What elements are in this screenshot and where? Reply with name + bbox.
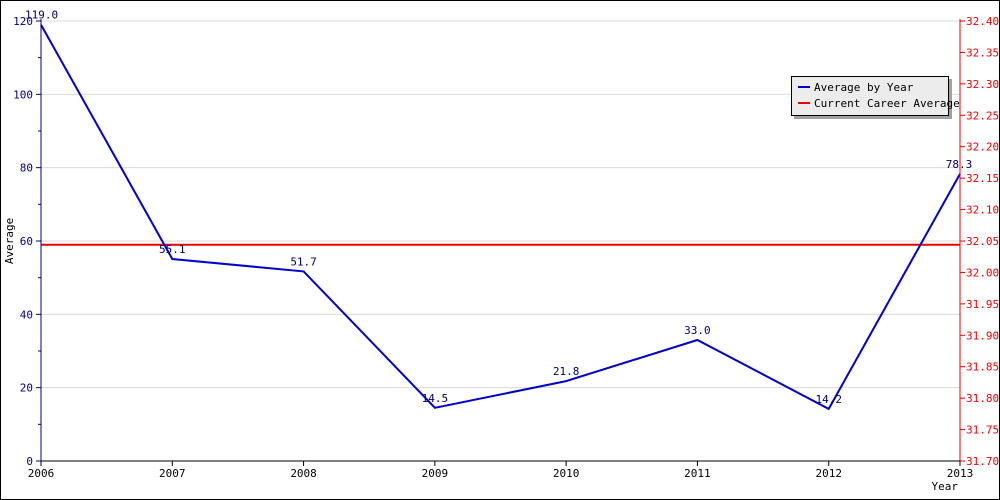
x-axis-title: Year: [932, 480, 959, 493]
x-tick-label-6: 2012: [815, 467, 842, 480]
data-label-2008: 51.7: [290, 255, 317, 268]
data-label-2012: 14.2: [815, 393, 842, 406]
average-series-layer: [40, 24, 961, 411]
left-tick-label-4: 80: [20, 162, 33, 175]
right-tick-label-8: 32.10: [966, 204, 999, 217]
x-tick-label-0: 2006: [28, 467, 55, 480]
right-tick-label-10: 32.20: [966, 141, 999, 154]
right-tick-label-12: 32.30: [966, 78, 999, 91]
right-tick-label-0: 31.70: [966, 455, 999, 468]
x-tick-label-1: 2007: [159, 467, 186, 480]
axes-layer: 0 20 40 60 80 100 120 31.70 31.75 31.80 31.85 31.90…: [13, 15, 999, 480]
data-label-2013: 78.3: [946, 158, 973, 171]
x-tick-label-7: 2013: [947, 467, 974, 480]
right-tick-label-2: 31.80: [966, 392, 999, 405]
left-tick-label-1: 20: [20, 382, 33, 395]
left-tick-label-3: 60: [20, 235, 33, 248]
legend-swatch-blue: [798, 86, 810, 88]
left-tick-label-6: 120: [13, 15, 33, 28]
data-label-2009: 14.5: [422, 392, 449, 405]
data-label-2011: 33.0: [684, 324, 711, 337]
right-tick-label-5: 31.95: [966, 298, 999, 311]
legend-label-current-career-average: Current Career Average: [814, 97, 960, 110]
right-tick-label-13: 32.35: [966, 46, 999, 59]
right-tick-label-1: 31.75: [966, 424, 999, 437]
x-tick-label-5: 2011: [684, 467, 711, 480]
data-label-2006: 119.0: [25, 9, 58, 22]
legend-item-current-career-average: Current Career Average: [798, 96, 960, 112]
average-by-year-line: [40, 24, 961, 411]
legend-label-average-by-year: Average by Year: [814, 81, 914, 94]
legend-item-average-by-year: Average by Year: [798, 80, 913, 96]
data-label-2007: 55.1: [159, 243, 186, 256]
right-tick-label-14: 32.40: [966, 15, 999, 28]
left-tick-label-0: 0: [26, 455, 33, 468]
left-tick-label-5: 100: [13, 88, 33, 101]
legend: Average by Year Current Career Average: [791, 76, 960, 116]
right-tick-label-9: 32.15: [966, 172, 999, 185]
y-axis-title: Average: [3, 218, 16, 264]
right-tick-label-3: 31.85: [966, 361, 999, 374]
left-tick-label-2: 40: [20, 308, 33, 321]
x-tick-label-4: 2010: [553, 467, 580, 480]
legend-swatch-red: [798, 102, 810, 104]
data-labels-layer: 119.0 55.1 51.7 14.5 21.8 33.0 14.2 78.3: [25, 9, 972, 406]
data-label-2010: 21.8: [553, 365, 580, 378]
right-tick-label-4: 31.90: [966, 329, 999, 342]
right-tick-label-11: 32.25: [966, 109, 999, 122]
x-tick-label-2: 2008: [290, 467, 317, 480]
right-tick-label-7: 32.05: [966, 235, 999, 248]
grid-layer: [41, 20, 960, 389]
right-tick-label-6: 32.00: [966, 266, 999, 279]
x-tick-label-3: 2009: [422, 467, 449, 480]
